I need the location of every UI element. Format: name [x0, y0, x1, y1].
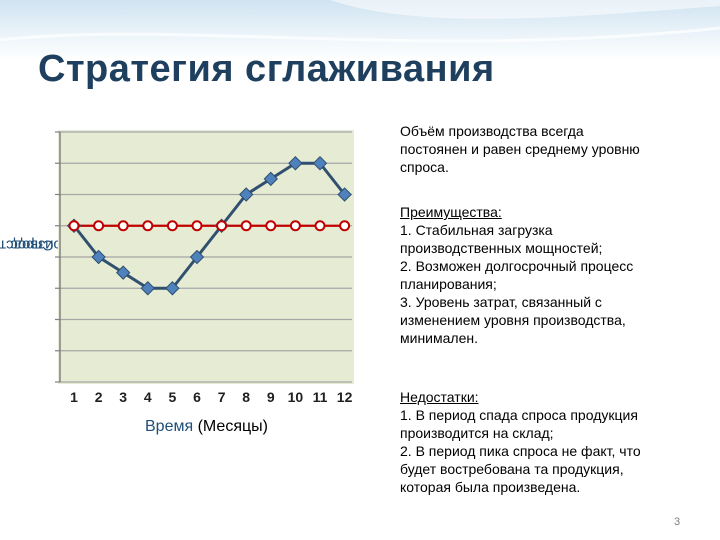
description-line: спроса. [400, 159, 449, 175]
data-point-circle [68, 220, 80, 232]
description-line: Объём производства всегда [400, 123, 584, 139]
data-point-diamond [238, 187, 254, 202]
data-point-diamond [115, 265, 131, 280]
x-tick-label: 7 [218, 389, 226, 405]
data-point-diamond [337, 187, 352, 202]
disadvantages-heading: Недостатки: [400, 389, 479, 405]
data-point-diamond [263, 171, 279, 187]
chart-area: 1 2 3 4 5 6 7 8 9 10 11 12 [20, 120, 390, 450]
data-point-circle [314, 220, 326, 232]
x-axis-label: Время (Месяцы) [145, 418, 268, 436]
slide-title: Стратегия сглаживания [38, 48, 495, 90]
disadvantages-line: будет востребована та продукция, [400, 461, 624, 477]
data-point-diamond [312, 156, 328, 171]
advantages-line: минимален. [400, 330, 478, 346]
description-block: Объём производства всегда постоянен и ра… [400, 122, 700, 176]
data-point-circle [289, 220, 301, 232]
advantages-line: изменением уровня производства, [400, 312, 626, 328]
data-point-circle [142, 220, 154, 232]
advantages-block: Преимущества: 1. Стабильная загрузка про… [400, 203, 700, 347]
advantages-line: производственных мощностей; [400, 240, 603, 256]
advantages-line: 2. Возможен долгосрочный процесс [400, 258, 634, 274]
x-tick-label: 6 [193, 389, 201, 405]
page-number: 3 [674, 516, 681, 528]
data-point-circle [166, 220, 178, 232]
x-axis-label-unit: (Месяцы) [197, 418, 268, 435]
data-point-circle [265, 220, 277, 232]
data-point-circle [216, 220, 228, 232]
x-tick-label: 10 [288, 389, 304, 405]
data-point-circle [339, 220, 351, 232]
data-point-diamond [165, 281, 180, 296]
data-point-circle [191, 220, 203, 232]
header-decoration [0, 0, 720, 60]
x-tick-label: 5 [169, 389, 177, 405]
advantages-line: планирования; [400, 276, 497, 292]
x-tick-label: 3 [119, 389, 127, 405]
x-tick-label: 11 [313, 389, 328, 405]
data-point-diamond [288, 156, 303, 171]
disadvantages-line: производится на склад; [400, 425, 554, 441]
x-tick-label: 2 [95, 389, 103, 405]
x-tick-label: 8 [242, 389, 250, 405]
disadvantages-line: 2. В период пика спроса не факт, что [400, 443, 641, 459]
data-point-diamond [140, 281, 156, 296]
x-tick-label: 12 [337, 389, 353, 405]
disadvantages-line: 1. В период спада спроса продукция [400, 407, 638, 423]
x-tick-label: 9 [267, 389, 275, 405]
advantages-heading: Преимущества: [400, 204, 502, 220]
data-point-circle [93, 220, 105, 232]
disadvantages-block: Недостатки: 1. В период спада спроса про… [400, 388, 700, 496]
x-axis-label-main: Время [145, 418, 194, 435]
advantages-line: 1. Стабильная загрузка [400, 222, 553, 238]
data-point-diamond [189, 249, 205, 265]
description-line: постоянен и равен среднему уровню [400, 141, 640, 157]
data-point-circle [117, 220, 129, 232]
x-tick-label: 1 [70, 389, 78, 405]
x-tick-label: 4 [144, 389, 152, 405]
demand-chart: 1 2 3 4 5 6 7 8 9 10 11 12 [55, 130, 354, 405]
disadvantages-line: которая была произведена. [400, 479, 581, 495]
advantages-line: 3. Уровень затрат, связанный с [400, 294, 602, 310]
data-point-circle [240, 220, 252, 232]
data-point-diamond [91, 249, 106, 265]
